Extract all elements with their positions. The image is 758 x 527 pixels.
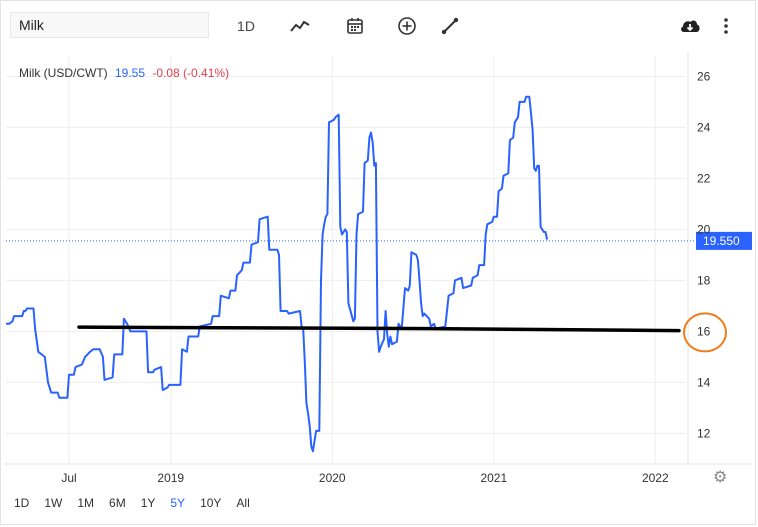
toolbar: 1D [0, 0, 758, 52]
gear-icon[interactable]: ⚙ [713, 469, 728, 486]
y-tick-label: 16 [697, 324, 711, 338]
x-tick-label: Jul [61, 471, 76, 485]
y-tick-label: 24 [697, 120, 711, 134]
y-tick-label: 20 [697, 222, 711, 236]
y-tick-label: 22 [697, 171, 711, 185]
y-tick-label: 12 [697, 426, 711, 440]
range-all[interactable]: All [236, 496, 250, 510]
drawn-horizontal-line [77, 325, 681, 333]
range-1y[interactable]: 1Y [140, 496, 156, 510]
legend-change: -0.08 (-0.41%) [152, 66, 230, 80]
x-tick-label: 2020 [319, 471, 346, 485]
y-tick-label: 14 [697, 375, 711, 389]
chart-legend: Milk (USD/CWT) 19.55 -0.08 (-0.41%) [19, 66, 229, 80]
more-vertical-icon[interactable] [718, 14, 734, 38]
range-10y[interactable]: 10Y [200, 496, 222, 510]
range-1d[interactable]: 1D [14, 496, 30, 510]
range-1w[interactable]: 1W [44, 496, 63, 510]
y-tick-label: 18 [697, 273, 711, 287]
x-tick-label: 2021 [480, 471, 507, 485]
symbol-search-input[interactable] [10, 12, 209, 38]
cloud-download-icon[interactable] [677, 14, 703, 38]
y-tick-label: 26 [697, 69, 711, 83]
interval-button[interactable]: 1D [228, 14, 264, 38]
line-chart-icon[interactable] [288, 14, 312, 38]
legend-price: 19.55 [115, 66, 146, 80]
x-tick-label: 2022 [642, 471, 669, 485]
x-tick-label: 2019 [157, 471, 184, 485]
range-6m[interactable]: 6M [109, 496, 126, 510]
calendar-icon[interactable] [343, 14, 367, 38]
draw-line-icon[interactable] [438, 14, 462, 38]
plus-circle-icon[interactable] [395, 14, 419, 38]
drawn-circle [683, 312, 727, 353]
range-selector: 1D 1W 1M 6M 1Y 5Y 10Y All [14, 496, 265, 514]
range-5y[interactable]: 5Y [170, 496, 186, 510]
last-price-tag-label: 19.550 [703, 234, 740, 248]
legend-symbol-name: Milk (USD/CWT) [19, 66, 108, 80]
range-1m[interactable]: 1M [77, 496, 95, 510]
series-line [6, 95, 549, 453]
interval-label: 1D [237, 18, 255, 34]
last-price-tag [696, 231, 752, 250]
